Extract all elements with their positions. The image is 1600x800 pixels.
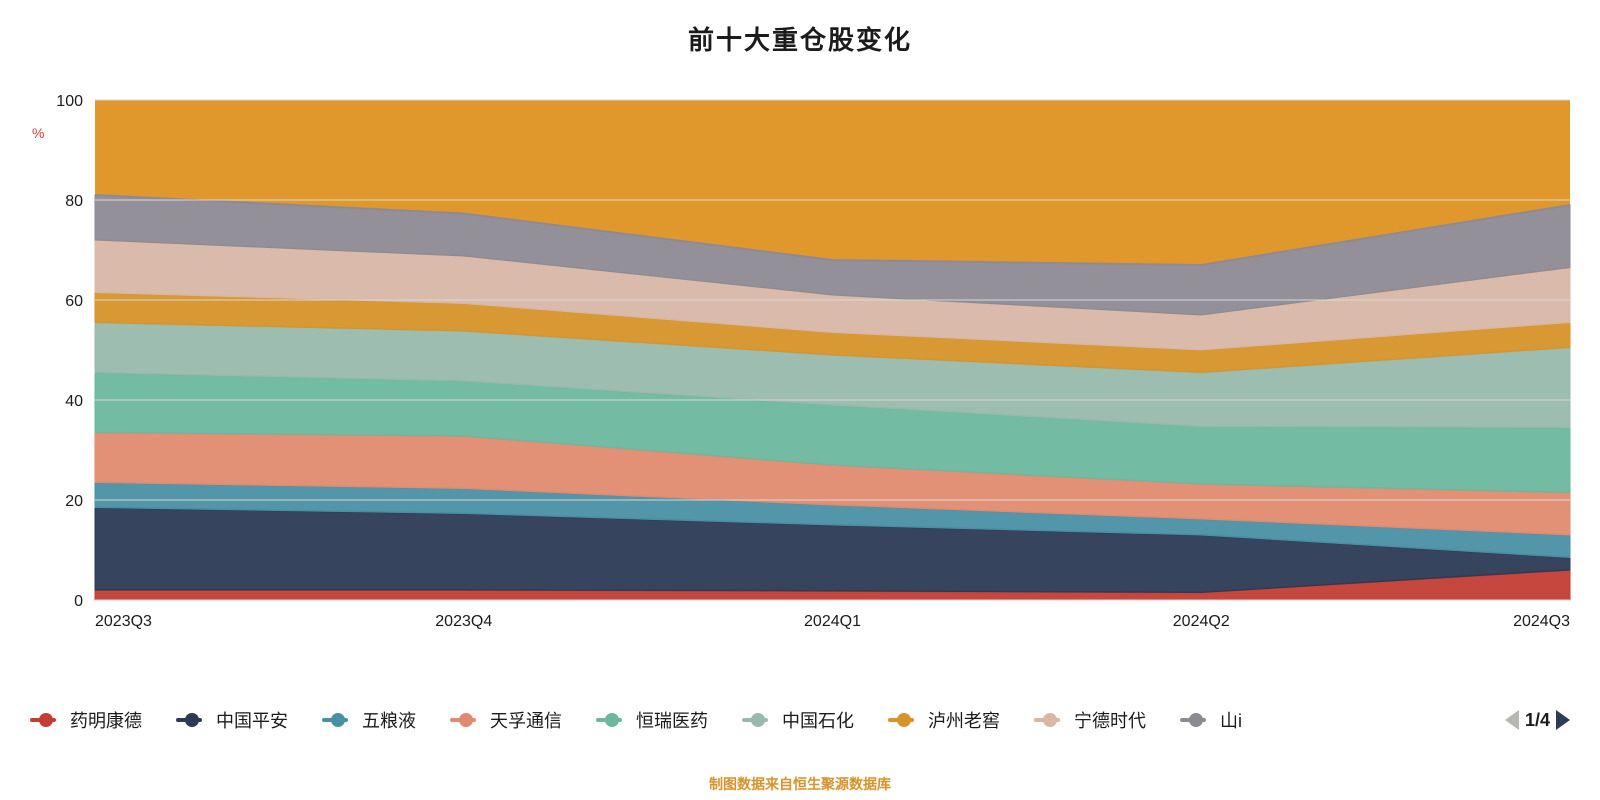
legend-label: 山i xyxy=(1220,707,1242,733)
legend-pager: 1/4 xyxy=(1505,710,1570,731)
legend-item[interactable]: 五粮液 xyxy=(322,707,416,733)
x-tick-label: 2024Q1 xyxy=(804,613,861,630)
legend: 药明康德 中国平安 五粮液 天孚通信 恒瑞医药 中国石化 泸州老窖 宁德时代 山i 1/4 xyxy=(30,700,1570,740)
pager-prev-icon[interactable] xyxy=(1505,710,1519,730)
y-axis-unit: % xyxy=(32,125,44,141)
legend-swatch-dot xyxy=(1189,713,1203,727)
y-tick-label: 0 xyxy=(74,593,83,610)
legend-label: 五粮液 xyxy=(362,707,416,733)
legend-label: 中国平安 xyxy=(216,707,288,733)
legend-item[interactable]: 药明康德 xyxy=(30,707,142,733)
legend-label: 宁德时代 xyxy=(1074,707,1146,733)
y-tick-label: 100 xyxy=(56,93,83,110)
chart-area: % 0 20 40 60 80 100 2023Q3 2023Q4 2024Q1 2024Q2 20… xyxy=(30,90,1570,650)
legend-label: 中国石化 xyxy=(782,707,854,733)
chart-title: 前十大重仓股变化 xyxy=(0,0,1600,57)
area-chart-svg: 0 20 40 60 80 100 2023Q3 2023Q4 2024Q1 2024Q2 2024… xyxy=(30,90,1570,650)
y-tick-label: 60 xyxy=(65,293,83,310)
legend-label: 恒瑞医药 xyxy=(636,707,708,733)
pager-text: 1/4 xyxy=(1525,710,1550,731)
y-tick-label: 80 xyxy=(65,193,83,210)
legend-item[interactable]: 中国平安 xyxy=(176,707,288,733)
legend-swatch-dot xyxy=(331,713,345,727)
legend-item[interactable]: 宁德时代 xyxy=(1034,707,1146,733)
x-tick-label: 2024Q3 xyxy=(1513,613,1570,630)
legend-swatch-dot xyxy=(39,713,53,727)
legend-item[interactable]: 泸州老窖 xyxy=(888,707,1000,733)
legend-label: 泸州老窖 xyxy=(928,707,1000,733)
data-source-footer: 制图数据来自恒生聚源数据库 xyxy=(0,774,1600,794)
x-tick-label: 2023Q3 xyxy=(95,613,152,630)
legend-label: 药明康德 xyxy=(70,707,142,733)
legend-item[interactable]: 山i xyxy=(1180,707,1242,733)
legend-swatch-dot xyxy=(185,713,199,727)
legend-swatch-dot xyxy=(459,713,473,727)
legend-swatch-dot xyxy=(1043,713,1057,727)
pager-next-icon[interactable] xyxy=(1556,710,1570,730)
y-tick-label: 20 xyxy=(65,493,83,510)
x-tick-label: 2024Q2 xyxy=(1173,613,1230,630)
y-tick-label: 40 xyxy=(65,393,83,410)
legend-swatch-dot xyxy=(605,713,619,727)
legend-item[interactable]: 恒瑞医药 xyxy=(596,707,708,733)
legend-swatch-dot xyxy=(897,713,911,727)
legend-item[interactable]: 中国石化 xyxy=(742,707,854,733)
legend-item[interactable]: 天孚通信 xyxy=(450,707,562,733)
x-tick-label: 2023Q4 xyxy=(435,613,492,630)
legend-swatch-dot xyxy=(751,713,765,727)
legend-label: 天孚通信 xyxy=(490,707,562,733)
